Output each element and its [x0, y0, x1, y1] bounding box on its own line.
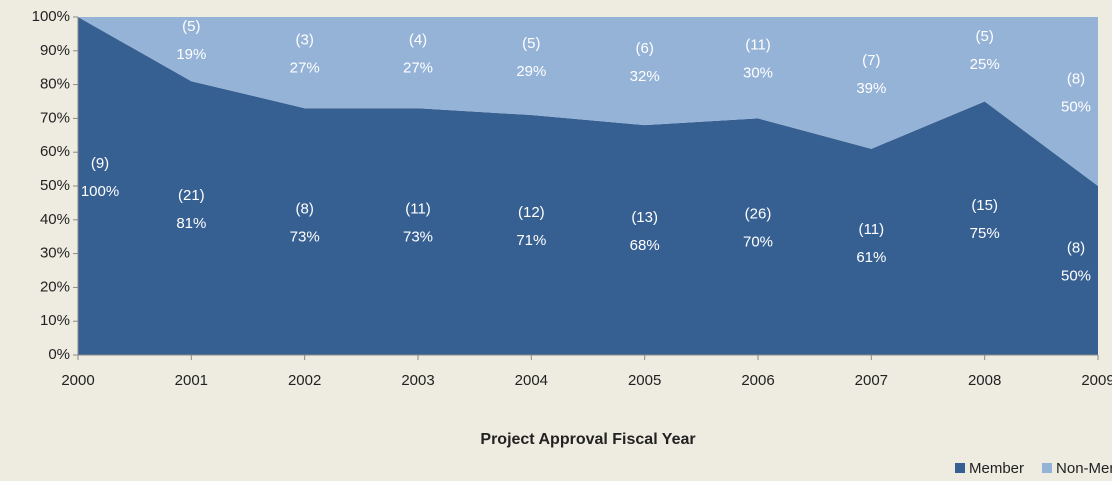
y-tick-label: 100%: [32, 8, 70, 25]
value-label: 25%: [970, 56, 1000, 73]
x-tick-label: 2004: [515, 372, 548, 389]
x-tick-label: 2006: [741, 372, 774, 389]
count-label: (7): [862, 52, 880, 69]
x-axis-title: Project Approval Fiscal Year: [480, 431, 695, 448]
value-label: 71%: [516, 232, 546, 249]
value-label: 81%: [176, 215, 206, 232]
count-label: (5): [975, 28, 993, 45]
count-label: (8): [295, 201, 313, 218]
count-label: (4): [409, 32, 427, 49]
value-label: 50%: [1061, 98, 1091, 115]
y-tick-label: 0%: [48, 346, 70, 363]
count-label: (8): [1067, 70, 1085, 87]
value-label: 75%: [970, 225, 1000, 242]
count-label: (11): [745, 37, 771, 54]
y-tick-label: 80%: [40, 76, 70, 93]
value-label: 27%: [290, 60, 320, 77]
x-tick-label: 2007: [855, 372, 888, 389]
value-label: 61%: [856, 249, 886, 266]
y-tick-label: 20%: [40, 278, 70, 295]
value-label: 68%: [630, 237, 660, 254]
y-tick-label: 30%: [40, 245, 70, 262]
y-tick-label: 10%: [40, 312, 70, 329]
value-label: 50%: [1061, 267, 1091, 284]
y-tick-label: 60%: [40, 143, 70, 160]
value-label: 29%: [516, 63, 546, 80]
x-tick-label: 2005: [628, 372, 661, 389]
legend-label: Member: [969, 460, 1024, 477]
count-label: (11): [405, 201, 431, 218]
x-tick-label: 2003: [401, 372, 434, 389]
count-label: (3): [295, 32, 313, 49]
y-tick-label: 50%: [40, 177, 70, 194]
count-label: (5): [182, 18, 200, 35]
value-label: 100%: [81, 183, 119, 200]
value-label: 73%: [290, 229, 320, 246]
x-tick-label: 2009: [1081, 372, 1112, 389]
count-label: (21): [178, 187, 205, 204]
count-label: (6): [635, 40, 653, 57]
count-label: (11): [859, 221, 885, 238]
count-label: (5): [522, 35, 540, 52]
value-label: 73%: [403, 229, 433, 246]
legend-swatch: [955, 463, 965, 473]
y-tick-label: 70%: [40, 109, 70, 126]
x-tick-label: 2002: [288, 372, 321, 389]
area: [78, 17, 1098, 186]
value-label: 32%: [630, 68, 660, 85]
legend-label: Non-Member: [1056, 460, 1112, 477]
y-tick-label: 90%: [40, 42, 70, 59]
area: [78, 17, 1098, 355]
value-label: 39%: [856, 80, 886, 97]
count-label: (9): [91, 155, 109, 172]
count-label: (15): [971, 197, 998, 214]
x-tick-label: 2008: [968, 372, 1001, 389]
value-label: 30%: [743, 65, 773, 82]
legend-swatch: [1042, 463, 1053, 473]
count-label: (26): [745, 206, 772, 223]
y-tick-label: 40%: [40, 211, 70, 228]
count-label: (8): [1067, 239, 1085, 256]
value-label: 19%: [176, 46, 206, 63]
count-label: (12): [518, 204, 545, 221]
value-label: 27%: [403, 60, 433, 77]
x-tick-label: 2001: [175, 372, 208, 389]
count-label: (13): [631, 209, 658, 226]
value-label: 70%: [743, 234, 773, 251]
x-tick-label: 2000: [61, 372, 94, 389]
